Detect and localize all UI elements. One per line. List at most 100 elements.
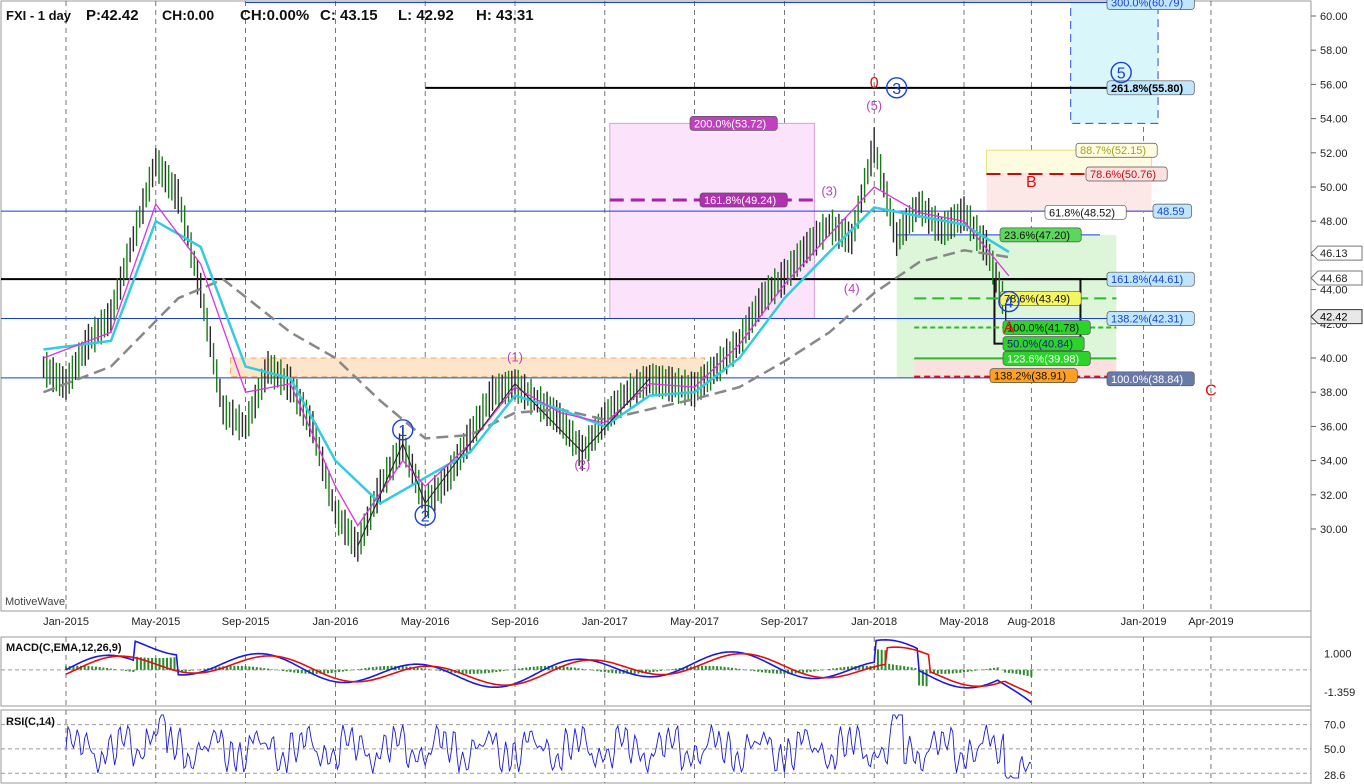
y-tick-label: 36.00 (1320, 421, 1348, 433)
price-readout: P:42.42 (86, 7, 139, 24)
y-tick-label: 30.00 (1320, 524, 1348, 536)
fib-label-box (1106, 271, 1195, 287)
watermark: MotiveWave (5, 596, 65, 608)
abc-wave-label: 0 (870, 75, 879, 92)
fib-label-box (1002, 336, 1085, 351)
x-tick-label: Jan-2017 (582, 616, 628, 628)
fib-level-lines (1, 1, 1190, 379)
fib-label-box (1002, 350, 1091, 366)
y-tick-label: 56.00 (1320, 79, 1348, 91)
macd-plot: 1.000 -1.359 (1, 638, 1355, 704)
fib-label: 88.7%(52.15) (1080, 145, 1146, 157)
fib-label: 200.0%(53.72) (694, 118, 766, 130)
wave-label-circle (1110, 61, 1132, 84)
abc-wave-label: A (1004, 319, 1015, 336)
macd-title: MACD(C,EMA,12,26,9) (6, 642, 122, 654)
fib-label: 300.0%(60.79) (1111, 0, 1183, 9)
wave1-zone (230, 357, 706, 378)
minor-wave-label: (5) (866, 98, 882, 113)
fib-label: 78.6%(50.76) (1090, 169, 1156, 181)
minor-wave-label: (3) (821, 184, 837, 199)
minor-wave-label: (1) (507, 349, 523, 364)
axis-marker (1310, 245, 1363, 261)
rsi-tick-label: 50.0 (1324, 744, 1345, 756)
change-pct-readout: CH:0.00% (240, 7, 309, 24)
y-tick-label: 54.00 (1320, 114, 1348, 126)
macd-line (65, 638, 1032, 704)
close-readout: C: 43.15 (320, 7, 378, 24)
fib-label: 50.0%(40.84) (1007, 339, 1073, 351)
x-tick-label: Apr-2019 (1188, 616, 1233, 628)
y-tick-label: 34.00 (1320, 456, 1348, 468)
fib-label: 138.2%(38.91) (994, 371, 1066, 383)
fib-label: 78.6%(43.49) (1004, 293, 1070, 305)
y-tick-label: 38.00 (1320, 387, 1348, 399)
low-readout: L: 42.92 (398, 7, 454, 24)
change-readout: CH:0.00 (162, 7, 214, 23)
fib-labels: 300.0%(60.79) 261.8%(55.80) 200.0%(53.72) 8… (689, 0, 1195, 387)
fib-label-box (1106, 80, 1195, 96)
fib-label-box (1085, 166, 1168, 182)
minor-wave-label: (2) (574, 457, 590, 472)
fib-label: 161.8%(49.24) (704, 195, 776, 207)
fib-label: 161.8%(44.61) (1111, 274, 1183, 286)
fib-label: 23.6%(47.20) (1004, 230, 1070, 242)
high-readout: H: 43.31 (476, 7, 534, 24)
abc-wave-label: C (1205, 383, 1217, 400)
x-tick-label: Jan-2016 (312, 616, 358, 628)
wave-label: 5 (1117, 65, 1126, 82)
macd-tick-label: -1.359 (1324, 687, 1355, 699)
macd-tick-label: 1.000 (1324, 648, 1352, 660)
x-tick-label: May-2018 (940, 616, 989, 628)
y-tick-label: 40.00 (1320, 353, 1348, 365)
fib-label-box (1106, 311, 1195, 326)
fib-label: 123.6%(39.98) (1007, 353, 1079, 365)
wave-label: 4 (1004, 295, 1013, 312)
fib-label: 138.2%(42.31) (1111, 313, 1183, 325)
ema-fast-line (43, 186, 1010, 527)
rsi-tick-label: 28.6 (1324, 770, 1345, 782)
x-tick-label: Sep-2017 (761, 616, 809, 628)
wave-labels: 1 2 3 4 5 (1) (2) (3) (4) (5) 0 A B C (392, 61, 1217, 527)
x-tick-label: Sep-2016 (491, 616, 539, 628)
rsi-line (65, 714, 1032, 779)
fib-label: 100.0%(38.84) (1111, 374, 1183, 386)
fib-label: 100.0%(41.78) (1007, 323, 1079, 335)
x-tick-label: May-2017 (670, 616, 719, 628)
fib-label-box (1152, 203, 1192, 219)
minor-wave-label: (4) (844, 281, 860, 296)
wave-count-line (357, 378, 651, 547)
fib-label-box (1075, 142, 1158, 158)
current-price-marker (1310, 309, 1363, 325)
fib-label-box (699, 192, 788, 208)
x-tick-label: Aug-2018 (1007, 616, 1055, 628)
macd-panel-frame (0, 636, 1312, 707)
y-tick-label: 60.00 (1320, 11, 1348, 23)
x-tick-label: Jan-2015 (43, 616, 89, 628)
indicator-lines (43, 186, 1010, 547)
fib-label-box (1044, 204, 1127, 220)
projection-zones (230, 1, 1159, 378)
wave-label-circle (392, 419, 414, 441)
wave-label: 3 (892, 81, 901, 98)
wave-label: 2 (421, 508, 430, 525)
wave-label-circle (998, 290, 1020, 313)
y-tick-label: 44.00 (1320, 285, 1348, 297)
fib-label-box (1106, 0, 1195, 10)
fib-label-box (1106, 371, 1195, 387)
axis-marker-label: 46.13 (1320, 248, 1348, 260)
rsi-plot: 70.0 50.0 28.6 (1, 714, 1345, 782)
y-tick-label: 32.00 (1320, 490, 1348, 502)
wave-label-circle (885, 77, 908, 99)
wave5-target-zone (1070, 1, 1159, 124)
y-tick-label: 58.00 (1320, 45, 1348, 57)
wave3-target-zone (609, 122, 815, 319)
x-tick-label: May-2015 (131, 616, 180, 628)
y-tick-label: 50.00 (1320, 182, 1348, 194)
x-tick-label: Jan-2018 (851, 616, 897, 628)
y-tick-label: 48.00 (1320, 216, 1348, 228)
ema-slow-line (43, 206, 1010, 505)
axis-marker (1310, 270, 1363, 286)
fib-label: 261.8%(55.80) (1111, 83, 1183, 95)
